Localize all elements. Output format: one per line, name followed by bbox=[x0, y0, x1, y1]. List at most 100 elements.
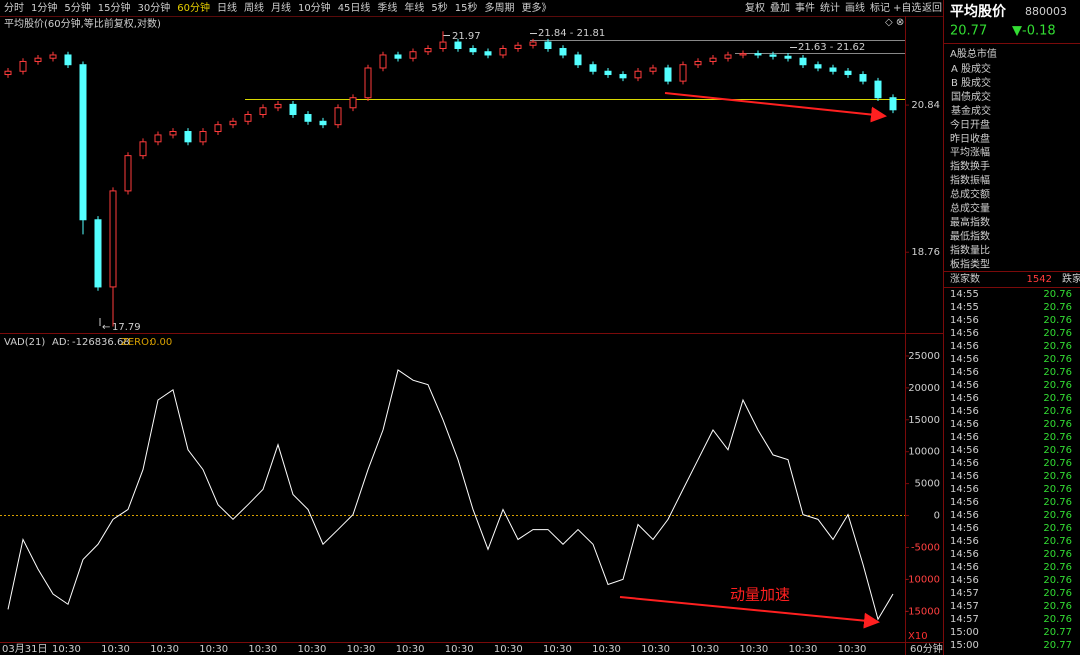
period-tab[interactable]: 60分钟 bbox=[177, 1, 210, 14]
stock-name: 平均股价 bbox=[950, 3, 1007, 20]
x-tick-label: 10:30 bbox=[789, 644, 818, 655]
tick-price: 20.76 bbox=[1043, 432, 1072, 443]
low-arrow: ← bbox=[102, 322, 110, 333]
period-tab[interactable]: 1分钟 bbox=[31, 1, 57, 14]
y-tick-label: -5000 bbox=[911, 542, 940, 553]
tool-button[interactable]: 画线 bbox=[845, 1, 865, 14]
field-label: 指数振幅 bbox=[950, 174, 990, 187]
candle-body bbox=[634, 70, 642, 79]
tick-time: 14:56 bbox=[950, 445, 979, 456]
candle-body bbox=[199, 131, 207, 143]
tool-button[interactable]: 事件 bbox=[795, 1, 815, 14]
period-tab[interactable]: 10分钟 bbox=[298, 1, 331, 14]
candle-body bbox=[874, 80, 882, 99]
tick-price: 20.76 bbox=[1043, 471, 1072, 482]
period-tab[interactable]: 分时 bbox=[4, 2, 24, 14]
tool-button[interactable]: 返回 bbox=[922, 2, 942, 14]
tick-time: 14:57 bbox=[950, 614, 979, 625]
candle-body bbox=[559, 48, 567, 56]
tool-button[interactable]: 统计 bbox=[820, 1, 840, 14]
candle-body bbox=[574, 54, 582, 66]
field-label: 基金成交 bbox=[951, 104, 991, 117]
tick-time: 14:56 bbox=[950, 341, 979, 352]
field-label: 总成交量 bbox=[950, 202, 990, 215]
tick-time: 14:56 bbox=[950, 380, 979, 391]
tick-time: 14:56 bbox=[950, 406, 979, 417]
field-label: A股总市值 bbox=[950, 47, 997, 60]
x-tick-label: 10:30 bbox=[52, 644, 81, 655]
period-tab[interactable]: 5秒 bbox=[431, 1, 447, 14]
period-tab[interactable]: 月线 bbox=[271, 1, 291, 14]
tick-price: 20.76 bbox=[1043, 315, 1072, 326]
tick-price: 20.76 bbox=[1043, 614, 1072, 625]
tool-button[interactable]: +自选 bbox=[893, 1, 921, 14]
y-tick-label: -10000 bbox=[905, 574, 940, 585]
y-tick-label: -15000 bbox=[905, 606, 940, 617]
candle-body bbox=[94, 219, 102, 288]
candle-body bbox=[469, 48, 477, 53]
y-tick-label: 20.84 bbox=[911, 100, 940, 111]
candle-body bbox=[484, 51, 492, 56]
candle-body bbox=[709, 57, 717, 62]
y-tick-label: 5000 bbox=[915, 479, 940, 490]
advance-count: 1542 bbox=[1027, 274, 1052, 285]
ad-label: AD: bbox=[52, 337, 70, 348]
candle-body bbox=[649, 67, 657, 72]
field-label: B 股成交 bbox=[951, 76, 991, 89]
y-tick-label: 15000 bbox=[908, 415, 940, 426]
x-tick-label: 10:30 bbox=[641, 644, 670, 655]
period-label: 60分钟 bbox=[910, 642, 943, 655]
tick-time: 14:56 bbox=[950, 432, 979, 443]
period-tab[interactable]: 周线 bbox=[244, 1, 264, 14]
candle-body bbox=[409, 51, 417, 59]
field-label: 今日开盘 bbox=[950, 118, 990, 131]
candle-body bbox=[64, 54, 72, 66]
y-tick-label: 20000 bbox=[908, 383, 940, 394]
x-tick-label: 10:30 bbox=[347, 644, 376, 655]
x-tick-label: 10:30 bbox=[445, 644, 474, 655]
tick-time: 15:00 bbox=[950, 627, 979, 638]
field-label: 平均涨幅 bbox=[950, 146, 990, 159]
candle-body bbox=[79, 64, 87, 221]
tick-price: 20.76 bbox=[1043, 341, 1072, 352]
tool-button[interactable]: 标记 bbox=[870, 2, 890, 14]
candle-body bbox=[784, 55, 792, 59]
candle-body bbox=[499, 48, 507, 56]
period-tab[interactable]: 15分钟 bbox=[98, 1, 131, 14]
tick-price: 20.76 bbox=[1043, 536, 1072, 547]
period-tab[interactable]: 45日线 bbox=[338, 1, 371, 14]
x-tick-label: 10:30 bbox=[838, 644, 867, 655]
tick-time: 14:56 bbox=[950, 471, 979, 482]
tick-price: 20.76 bbox=[1043, 510, 1072, 521]
candle-body bbox=[394, 54, 402, 59]
candle-body bbox=[349, 97, 357, 109]
period-tab[interactable]: 多周期 bbox=[485, 1, 515, 14]
period-tab[interactable]: 30分钟 bbox=[137, 1, 170, 14]
trend-arrow bbox=[619, 596, 880, 629]
y-tick-label: 0 bbox=[934, 511, 940, 522]
period-tab[interactable]: 年线 bbox=[404, 1, 424, 14]
period-tab[interactable]: 更多》 bbox=[522, 1, 552, 14]
tick-time: 14:56 bbox=[950, 328, 979, 339]
period-tab[interactable]: 季线 bbox=[377, 1, 397, 14]
x-tick-label: 10:30 bbox=[248, 644, 277, 655]
candle-body bbox=[604, 70, 612, 76]
period-tab[interactable]: 5分钟 bbox=[64, 1, 90, 14]
icon[interactable]: ◇ ⊗ bbox=[885, 17, 904, 28]
trend-arrow bbox=[664, 92, 887, 123]
y-tick-label: 10000 bbox=[908, 447, 940, 458]
tick-price: 20.76 bbox=[1043, 601, 1072, 612]
tick-time: 14:56 bbox=[950, 354, 979, 365]
candle-body bbox=[754, 53, 762, 56]
candle-body bbox=[334, 107, 342, 126]
period-tab[interactable]: 日线 bbox=[217, 1, 237, 14]
candle-body bbox=[364, 67, 372, 99]
candle-body bbox=[109, 190, 117, 288]
period-tab[interactable]: 15秒 bbox=[455, 1, 478, 14]
tick-price: 20.76 bbox=[1043, 549, 1072, 560]
field-label: 板指类型 bbox=[950, 257, 990, 270]
tick-time: 15:00 bbox=[950, 640, 979, 651]
tool-button[interactable]: 叠加 bbox=[770, 2, 790, 14]
stock-price: 20.77 bbox=[950, 24, 987, 39]
tool-button[interactable]: 复权 bbox=[745, 1, 765, 14]
